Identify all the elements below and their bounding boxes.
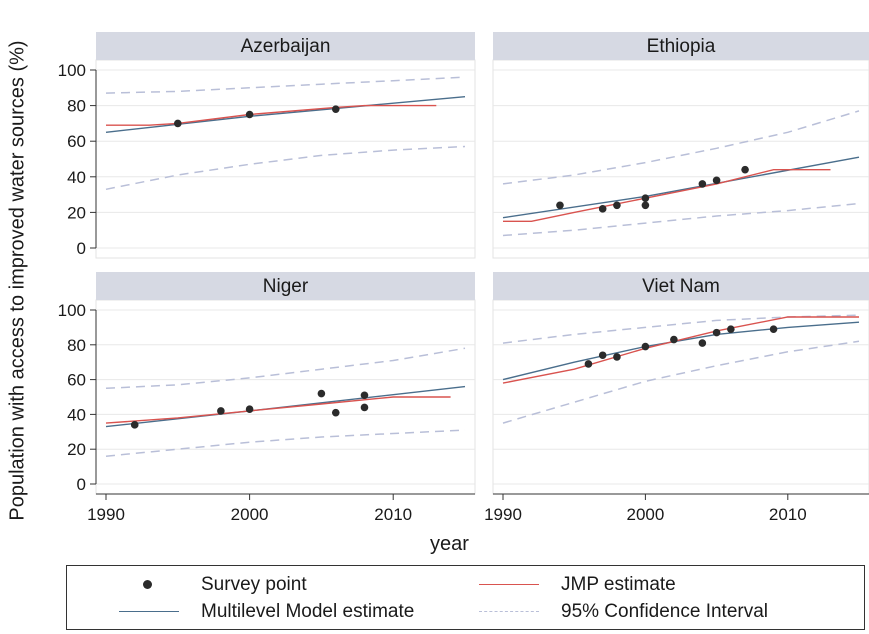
y-axis-label-text: Population with access to improved water… [6,39,29,521]
survey-point-niger [331,408,340,417]
x-tick-label-viet-nam: 1990 [484,505,522,524]
survey-point-ethiopia [712,176,721,185]
survey-point-viet-nam [670,335,678,344]
x-tick-label-niger: 2010 [374,505,412,524]
panel-header-niger [96,272,475,300]
legend-label-survey: Survey point [201,574,307,595]
survey-point-viet-nam [584,360,593,368]
panel-header-ethiopia [493,32,869,60]
y-tick-label-azerbaijan: 80 [67,97,86,116]
y-tick-label-niger: 80 [67,336,86,355]
x-tick-label-niger: 1990 [87,505,125,524]
solid-line-icon [119,599,179,625]
survey-point-viet-nam [727,325,735,333]
solid-line-icon [479,572,539,598]
survey-point-viet-nam [598,351,607,360]
survey-point-viet-nam [641,342,650,351]
panel-plot-area-azerbaijan [95,59,476,259]
y-axis-label: Population with access to improved water… [0,0,36,560]
legend-label-jmp: JMP estimate [561,574,676,595]
panel-title-viet-nam: Viet Nam [642,276,720,297]
panel-plot-area-ethiopia [492,59,869,259]
survey-point-ethiopia [641,201,650,210]
y-tick-label-niger: 60 [67,371,86,390]
panel-header-viet-nam [493,272,869,300]
x-tick-label-viet-nam: 2010 [769,505,807,524]
survey-point-niger [360,403,369,412]
survey-point-viet-nam [712,328,721,337]
survey-point-ethiopia [741,165,749,174]
y-tick-label-niger: 0 [77,475,86,494]
survey-point-niger [217,407,225,415]
panel-title-niger: Niger [263,276,309,297]
y-tick-label-niger: 100 [58,301,86,320]
survey-point-azerbaijan [174,119,182,128]
legend-item-survey: Survey point [119,572,307,598]
survey-point-ethiopia [613,201,621,210]
series-ci-lower-azerbaijan [105,145,466,191]
panel-title-ethiopia: Ethiopia [647,36,716,57]
survey-point-viet-nam [769,325,778,333]
survey-point-viet-nam [698,339,707,347]
x-tick-label-niger: 2000 [231,505,269,524]
y-tick-label-azerbaijan: 40 [67,168,86,187]
survey-point-niger [360,391,369,400]
dot-icon [119,572,179,598]
dashed-line-icon [479,599,539,625]
panel-plot-area-viet-nam [492,299,869,495]
series-ci-upper-niger [105,347,466,390]
legend: Survey point JMP estimate Multilevel Mod… [66,565,865,630]
legend-item-ci: 95% Confidence Interval [479,599,768,625]
legend-item-jmp: JMP estimate [479,572,676,598]
x-axis-label: year [430,533,469,555]
survey-point-niger [317,389,326,398]
series-jmp-viet-nam [502,316,859,384]
survey-point-ethiopia [698,180,707,188]
survey-point-ethiopia [598,205,607,213]
y-tick-label-niger: 20 [67,440,86,459]
survey-point-azerbaijan [331,105,340,113]
y-tick-label-azerbaijan: 0 [77,239,86,258]
x-tick-label-viet-nam: 2000 [626,505,664,524]
survey-point-ethiopia [641,194,650,202]
panel-header-azerbaijan [96,32,475,60]
legend-label-multilevel: Multilevel Model estimate [201,601,415,622]
panel-title-azerbaijan: Azerbaijan [241,36,331,57]
legend-item-multilevel: Multilevel Model estimate [119,599,414,625]
survey-point-viet-nam [613,353,621,361]
survey-point-niger [245,405,254,413]
survey-point-ethiopia [556,201,564,210]
series-ci-upper-ethiopia [502,110,860,185]
survey-point-niger [130,421,139,429]
series-jmp-niger [105,396,451,424]
series-ci-lower-viet-nam [502,340,860,424]
y-tick-label-azerbaijan: 100 [58,61,86,80]
y-tick-label-azerbaijan: 60 [67,132,86,151]
y-tick-label-niger: 40 [67,405,86,424]
series-multilevel-viet-nam [502,321,860,381]
legend-label-ci: 95% Confidence Interval [561,601,769,622]
y-tick-label-azerbaijan: 20 [67,203,86,222]
survey-point-azerbaijan [245,110,254,119]
series-ci-lower-niger [105,429,466,457]
